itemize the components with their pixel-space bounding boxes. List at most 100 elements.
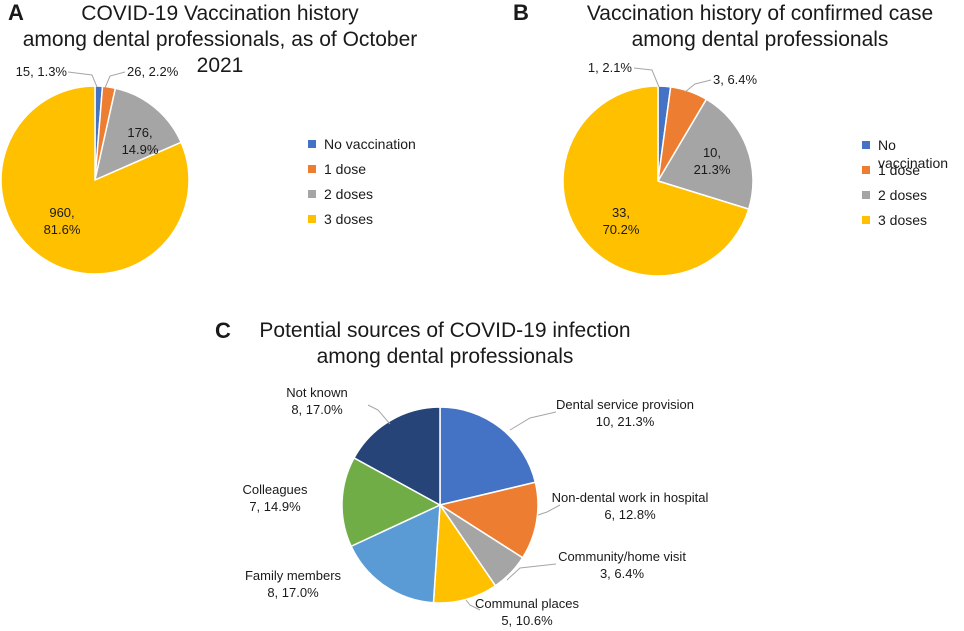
chart-b-title: Vaccination history of confirmed case am…	[565, 1, 955, 53]
legend-swatch-1-dose	[862, 166, 870, 174]
chart-a-title-line-2: among dental professionals, as of Octobe…	[22, 28, 418, 77]
data-label-line: 6, 12.8%	[604, 507, 656, 522]
data-label-line: 26, 2.2%	[127, 64, 179, 79]
legend-swatch-no-vaccination	[308, 140, 316, 148]
pie-slice-not-known	[353, 406, 441, 507]
chart-b-legend: No vaccination 1 dose 2 doses 3 doses	[862, 136, 964, 236]
chart-a-title: COVID-19 Vaccination history among denta…	[0, 1, 440, 79]
chart-c-title: Potential sources of COVID-19 infection …	[255, 318, 635, 370]
pie-slice-2-doses	[656, 98, 754, 211]
chart-a-title-line-1: COVID-19 Vaccination history	[81, 2, 359, 25]
data-label-line: 70.2%	[603, 222, 640, 237]
data-label-line: 3, 6.4%	[600, 566, 645, 581]
legend-label: No vaccination	[878, 137, 949, 171]
data-label: 960, 81.6%	[44, 205, 81, 237]
pie-chart-a: 15, 1.3% 26, 2.2% 176, 14.9% 960, 81.6%	[0, 64, 190, 275]
data-label-line: Family members	[245, 568, 342, 583]
leader-line	[67, 71, 98, 88]
legend-label: 3 doses	[324, 211, 374, 227]
chart-b-title-line-1: Vaccination history of confirmed case	[586, 2, 934, 25]
data-label: 26, 2.2%	[127, 64, 179, 79]
data-label: 176, 14.9%	[122, 125, 159, 157]
data-label-line: 960,	[49, 205, 74, 220]
data-label-line: Not known	[286, 385, 347, 400]
data-label-line: 8, 17.0%	[267, 585, 319, 600]
legend-swatch-3-doses	[308, 215, 316, 223]
data-label: Communal places 5, 10.6%	[475, 596, 580, 628]
pie-chart-b: 1, 2.1% 3, 6.4% 10, 21.3% 33, 70.2%	[562, 60, 758, 277]
data-label-line: Non-dental work in hospital	[552, 490, 709, 505]
legend-label: 2 doses	[324, 186, 374, 202]
legend-item: 3 doses	[862, 211, 964, 236]
legend-swatch-2-doses	[862, 191, 870, 199]
legend-item: 2 doses	[862, 186, 964, 211]
legend-item: 3 doses	[308, 210, 416, 235]
legend-swatch-3-doses	[862, 216, 870, 224]
data-label-line: 14.9%	[122, 142, 159, 157]
data-label-line: 176,	[127, 125, 152, 140]
data-label: Community/home visit 3, 6.4%	[558, 549, 686, 581]
data-label: 33, 70.2%	[603, 205, 640, 237]
data-label: Family members 8, 17.0%	[245, 568, 342, 600]
data-label-line: Community/home visit	[558, 549, 686, 564]
data-label-line: 21.3%	[694, 162, 731, 177]
legend-label: No vaccination	[324, 136, 416, 152]
leader-line	[465, 599, 481, 611]
legend-label: 1 dose	[878, 162, 921, 178]
pie-slice-3-doses	[0, 85, 190, 275]
data-label-line: 3, 6.4%	[713, 72, 758, 87]
data-label-line: Communal places	[475, 596, 580, 611]
pie-slice-dental-service-provision	[439, 406, 537, 506]
data-label: 1, 2.1%	[588, 60, 633, 75]
panel-letter-b: B	[513, 0, 529, 25]
data-label-line: 5, 10.6%	[501, 613, 553, 628]
legend-item: 1 dose	[862, 161, 964, 186]
data-label: 15, 1.3%	[16, 64, 68, 79]
legend-item: 1 dose	[308, 160, 416, 185]
data-label: Not known 8, 17.0%	[286, 385, 347, 417]
data-label-line: 33,	[612, 205, 630, 220]
data-label-line: 1, 2.1%	[588, 60, 633, 75]
legend-label: 1 dose	[324, 161, 367, 177]
leader-line	[104, 71, 126, 89]
pie-chart-c: Dental service provision 10, 21.3% Non-den…	[242, 385, 708, 628]
data-label: 3, 6.4%	[713, 72, 758, 87]
data-label-line: Dental service provision	[556, 397, 694, 412]
data-label-line: 8, 17.0%	[291, 402, 343, 417]
data-label-line: 15, 1.3%	[16, 64, 68, 79]
pie-slice-3-doses	[562, 85, 750, 277]
panel-letter-c: C	[215, 318, 231, 343]
panel-letter-a: A	[8, 0, 24, 25]
leader-line	[537, 504, 561, 516]
chart-c-title-line-2: among dental professionals	[316, 345, 574, 368]
legend-swatch-2-doses	[308, 190, 316, 198]
leader-line	[633, 67, 660, 88]
data-label: Non-dental work in hospital 6, 12.8%	[552, 490, 709, 522]
data-label-line: 81.6%	[44, 222, 81, 237]
data-label-line: Colleagues	[242, 482, 308, 497]
data-label-line: 10, 21.3%	[596, 414, 655, 429]
data-label: Colleagues 7, 14.9%	[242, 482, 308, 514]
data-label: Dental service provision 10, 21.3%	[556, 397, 694, 429]
data-label-line: 7, 14.9%	[249, 499, 301, 514]
legend-item: 2 doses	[308, 185, 416, 210]
pie-slice-non-dental-work-in-hospital	[438, 481, 539, 559]
leader-line	[367, 404, 391, 425]
data-label-line: 10,	[703, 145, 721, 160]
legend-swatch-1-dose	[308, 165, 316, 173]
leader-line	[506, 563, 557, 581]
chart-a-legend: No vaccination 1 dose 2 doses 3 doses	[308, 135, 416, 235]
pie-slice-family-members	[350, 503, 441, 604]
pie-slice-2-doses	[93, 87, 183, 182]
leader-line	[509, 411, 557, 431]
chart-c-title-line-1: Potential sources of COVID-19 infection	[259, 319, 631, 342]
chart-b-title-line-2: among dental professionals	[631, 28, 889, 51]
leader-line	[684, 79, 712, 93]
legend-swatch-no-vaccination	[862, 141, 870, 149]
legend-label: 2 doses	[878, 187, 928, 203]
legend-item: No vaccination	[308, 135, 416, 160]
legend-label: 3 doses	[878, 212, 928, 228]
pie-slice-colleagues	[341, 456, 442, 548]
data-label: 10, 21.3%	[694, 145, 731, 177]
